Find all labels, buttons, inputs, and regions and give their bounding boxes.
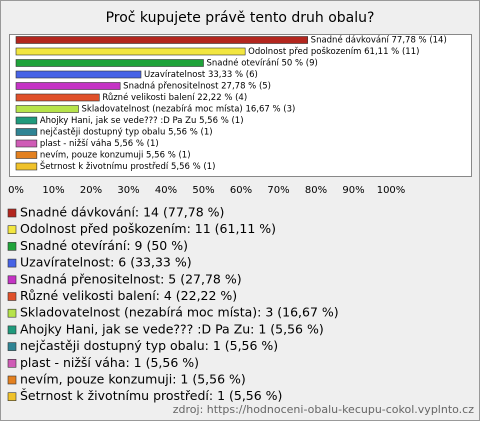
legend-label: Snadné dávkování: 14 (77,78 %) — [20, 205, 224, 220]
bar — [15, 59, 204, 67]
bar-label: Snadné dávkování 77,78 % (14) — [311, 35, 447, 46]
x-tick-label: 50% — [192, 185, 214, 196]
x-tick-label: 20% — [80, 185, 102, 196]
legend-swatch — [7, 292, 17, 301]
x-tick-label: 60% — [230, 185, 252, 196]
bar-label: Odolnost před poškozením 61,11 % (11) — [248, 46, 419, 57]
bar — [15, 162, 38, 171]
x-tick-label: 10% — [42, 185, 64, 196]
legend-swatch — [7, 275, 17, 285]
legend-swatch — [7, 358, 17, 368]
bar — [15, 36, 308, 44]
legend-label: Uzavíratelnost: 6 (33,33 %) — [20, 255, 192, 270]
x-tick-label: 70% — [267, 185, 289, 196]
bar-label: Snadná přenositelnost 27,78 % (5) — [123, 82, 271, 92]
legend-swatch — [7, 208, 17, 218]
bar-label: Uzavíratelnost 33,33 % (6) — [144, 70, 258, 80]
bar-label: Snadné otevírání 50 % (9) — [207, 58, 318, 69]
bar-label: Různé velikosti balení 22,22 % (4) — [102, 92, 247, 103]
legend-swatch — [7, 258, 17, 268]
bar — [15, 116, 38, 125]
bar — [15, 70, 142, 79]
bar — [15, 151, 38, 159]
legend-swatch — [7, 242, 17, 251]
legend-label: Šetrnost k životnímu prostředí: 1 (5,56 … — [20, 388, 282, 403]
legend-label: Různé velikosti balení: 4 (22,22 %) — [20, 288, 237, 303]
x-tick-label: 0% — [8, 185, 24, 196]
chart-title: Proč kupujete právě tento druh obalu? — [106, 10, 375, 26]
bar — [15, 93, 100, 102]
x-tick-label: 100% — [377, 185, 406, 196]
legend-label: plast - nižší váha: 1 (5,56 %) — [20, 355, 199, 370]
legend-swatch — [7, 325, 17, 335]
legend-label: Odolnost před poškozením: 11 (61,11 %) — [20, 221, 276, 236]
x-tick-label: 40% — [155, 185, 177, 196]
legend-swatch — [7, 392, 17, 402]
legend-swatch — [7, 308, 17, 318]
x-tick-label: 80% — [305, 185, 327, 196]
x-tick-label: 90% — [342, 185, 364, 196]
legend-swatch — [7, 375, 17, 385]
legend-label: Snadné otevírání: 9 (50 %) — [20, 238, 188, 253]
legend-label: Ahojky Hani, jak se vede??? :D Pa Zu: 1 … — [20, 321, 324, 336]
bar-label: plast - nižší váha 5,56 % (1) — [40, 138, 159, 149]
legend-swatch — [7, 342, 17, 351]
source: zdroj: https://hodnoceni-obalu-kecupu-co… — [173, 403, 474, 416]
bar — [15, 139, 38, 148]
bar-label: nevím, pouze konzumuji 5,56 % (1) — [40, 151, 191, 161]
bar-label: Šetrnost k životnímu prostředí 5,56 % (1… — [40, 160, 216, 172]
x-tick-label: 30% — [117, 185, 139, 196]
legend-swatch — [7, 225, 17, 234]
bar-label: Skladovatelnost (nezabírá moc místa) 16,… — [82, 105, 296, 115]
plot-area — [9, 34, 472, 177]
legend-label: Skladovatelnost (nezabírá moc místa): 3 … — [20, 305, 339, 320]
bar-label: nejčastěji dostupný typ obalu 5,56 % (1) — [40, 127, 213, 138]
bar — [15, 105, 79, 113]
bar — [15, 47, 246, 56]
bar — [15, 128, 38, 136]
legend-label: Snadná přenositelnost: 5 (27,78 %) — [20, 271, 242, 286]
legend-label: nevím, pouze konzumuji: 1 (5,56 %) — [20, 372, 246, 387]
legend-label: nejčastěji dostupný typ obalu: 1 (5,56 %… — [20, 338, 278, 353]
bar — [15, 82, 121, 90]
bar-label: Ahojky Hani, jak se vede??? :D Pa Zu 5,5… — [40, 116, 244, 126]
